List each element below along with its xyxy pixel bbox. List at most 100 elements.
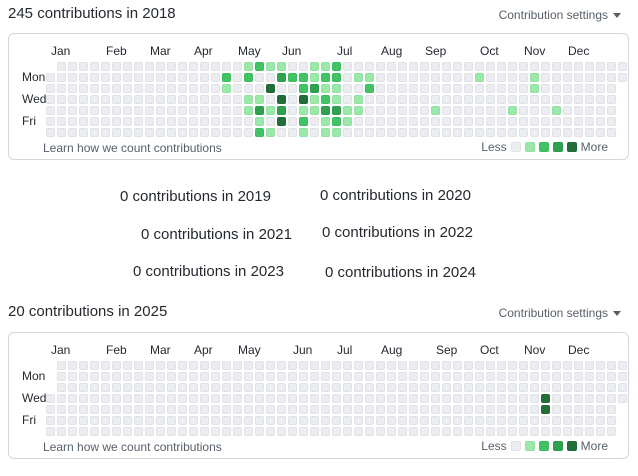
contribution-cell[interactable] [156,84,165,93]
contribution-cell[interactable] [541,84,550,93]
contribution-cell[interactable] [321,394,330,403]
contribution-cell[interactable] [112,117,121,126]
contribution-cell[interactable] [68,106,77,115]
contribution-cell[interactable] [563,117,572,126]
contribution-cell[interactable] [321,62,330,71]
contribution-cell[interactable] [244,84,253,93]
contribution-cell[interactable] [574,73,583,82]
contribution-cell[interactable] [332,128,341,137]
contribution-cell[interactable] [453,106,462,115]
contribution-cell[interactable] [101,383,110,392]
contribution-cell[interactable] [266,372,275,381]
contribution-cell[interactable] [409,106,418,115]
contribution-cell[interactable] [57,383,66,392]
contribution-cell[interactable] [453,95,462,104]
contribution-cell[interactable] [101,95,110,104]
contribution-cell[interactable] [475,73,484,82]
contribution-cell[interactable] [79,95,88,104]
contribution-cell[interactable] [585,427,594,436]
contribution-cell[interactable] [134,372,143,381]
contribution-cell[interactable] [178,383,187,392]
contribution-cell[interactable] [585,62,594,71]
contribution-cell[interactable] [365,394,374,403]
contribution-cell[interactable] [90,361,99,370]
contribution-cell[interactable] [189,394,198,403]
contribution-cell[interactable] [57,117,66,126]
contribution-cell[interactable] [101,106,110,115]
contribution-cell[interactable] [112,394,121,403]
contribution-cell[interactable] [79,73,88,82]
contribution-cell[interactable] [101,372,110,381]
contribution-cell[interactable] [321,372,330,381]
contribution-cell[interactable] [68,394,77,403]
contribution-cell[interactable] [211,416,220,425]
contribution-cell[interactable] [464,84,473,93]
contribution-cell[interactable] [519,361,528,370]
contribution-cell[interactable] [90,106,99,115]
contribution-cell[interactable] [343,95,352,104]
contribution-cell[interactable] [541,372,550,381]
contribution-cell[interactable] [387,62,396,71]
contribution-cell[interactable] [178,394,187,403]
contribution-cell[interactable] [376,73,385,82]
contribution-cell[interactable] [145,361,154,370]
contribution-cell[interactable] [57,62,66,71]
contribution-cell[interactable] [409,95,418,104]
contribution-cell[interactable] [607,117,616,126]
contribution-cell[interactable] [464,62,473,71]
contribution-cell[interactable] [519,128,528,137]
contribution-cell[interactable] [343,73,352,82]
contribution-cell[interactable] [189,73,198,82]
contribution-cell[interactable] [409,372,418,381]
contribution-cell[interactable] [90,84,99,93]
contribution-cell[interactable] [563,62,572,71]
contribution-cell[interactable] [255,405,264,414]
contribution-cell[interactable] [90,117,99,126]
contribution-cell[interactable] [46,106,55,115]
contribution-cell[interactable] [233,394,242,403]
contribution-cell[interactable] [123,394,132,403]
contribution-cell[interactable] [519,73,528,82]
contribution-cell[interactable] [453,383,462,392]
contribution-cell[interactable] [79,84,88,93]
contribution-cell[interactable] [420,128,429,137]
contribution-cell[interactable] [409,416,418,425]
contribution-cell[interactable] [420,394,429,403]
contribution-cell[interactable] [398,427,407,436]
contribution-cell[interactable] [266,383,275,392]
contribution-cell[interactable] [530,128,539,137]
contribution-cell[interactable] [442,95,451,104]
contribution-cell[interactable] [288,84,297,93]
contribution-cell[interactable] [134,84,143,93]
contribution-cell[interactable] [409,405,418,414]
contribution-cell[interactable] [596,372,605,381]
contribution-cell[interactable] [585,73,594,82]
contribution-cell[interactable] [90,62,99,71]
contribution-cell[interactable] [398,394,407,403]
contribution-cell[interactable] [244,128,253,137]
contribution-cell[interactable] [552,62,561,71]
contribution-cell[interactable] [365,383,374,392]
contribution-cell[interactable] [475,106,484,115]
contribution-cell[interactable] [46,73,55,82]
contribution-cell[interactable] [123,106,132,115]
contribution-cell[interactable] [585,383,594,392]
contribution-cell[interactable] [244,394,253,403]
contribution-cell[interactable] [530,73,539,82]
contribution-cell[interactable] [68,62,77,71]
contribution-cell[interactable] [90,394,99,403]
contribution-cell[interactable] [134,416,143,425]
contribution-cell[interactable] [233,117,242,126]
contribution-cell[interactable] [189,106,198,115]
contribution-cell[interactable] [332,383,341,392]
contribution-cell[interactable] [266,95,275,104]
contribution-cell[interactable] [530,95,539,104]
contribution-cell[interactable] [222,416,231,425]
contribution-cell[interactable] [167,117,176,126]
contribution-cell[interactable] [464,372,473,381]
contribution-cell[interactable] [420,416,429,425]
contribution-cell[interactable] [46,128,55,137]
contribution-cell[interactable] [123,372,132,381]
contribution-cell[interactable] [431,383,440,392]
contribution-cell[interactable] [211,427,220,436]
